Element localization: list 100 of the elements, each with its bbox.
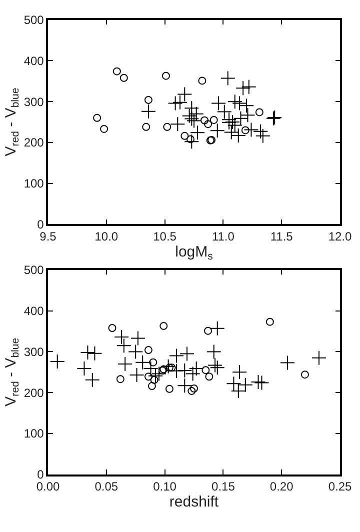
y-tick-label: 300 — [24, 344, 44, 359]
x-axis-title: logM$_{s}$ — [175, 243, 213, 263]
point — [144, 372, 152, 381]
y-tick-label: 0 — [37, 468, 44, 482]
point — [204, 120, 212, 128]
point — [93, 114, 102, 122]
x-tick-label: 0.15 — [212, 480, 236, 494]
y-tick-label: 500 — [24, 13, 44, 28]
point — [80, 345, 96, 360]
point — [204, 326, 212, 335]
point — [255, 128, 270, 144]
point — [200, 116, 209, 124]
point — [250, 374, 266, 390]
point — [144, 346, 152, 354]
point — [236, 80, 251, 96]
point — [84, 372, 100, 388]
x-tick-label: 10.0 — [94, 229, 118, 244]
point — [165, 384, 174, 393]
point — [116, 375, 124, 384]
x-tick-label: 12.0 — [328, 229, 352, 244]
point — [188, 386, 196, 395]
point — [254, 375, 270, 390]
point — [190, 125, 205, 140]
point — [163, 122, 172, 131]
point — [232, 96, 248, 111]
point — [168, 348, 184, 364]
y-tick-label: 500 — [24, 263, 44, 278]
point — [100, 124, 108, 133]
point — [162, 72, 170, 80]
y-tick-label: 200 — [24, 386, 44, 400]
point — [148, 382, 156, 390]
point — [177, 378, 192, 394]
point — [130, 330, 146, 346]
point — [188, 360, 204, 376]
point — [87, 346, 102, 361]
point — [114, 329, 130, 344]
point — [311, 350, 326, 366]
point — [177, 363, 192, 378]
point — [205, 372, 214, 381]
x-tick-label: 0.25 — [328, 480, 352, 494]
x-tick-label: 0.10 — [153, 480, 177, 494]
point — [177, 86, 192, 102]
point — [220, 70, 236, 86]
point — [240, 108, 256, 123]
point — [168, 96, 183, 111]
point — [225, 114, 240, 130]
point — [210, 320, 225, 336]
x-tick-label: 9.5 — [40, 229, 57, 244]
x-tick-label: 0.00 — [36, 480, 60, 494]
point — [165, 364, 174, 372]
point — [233, 110, 248, 126]
point — [210, 116, 218, 124]
point — [227, 94, 242, 110]
point — [266, 318, 274, 326]
point — [118, 356, 133, 372]
point — [150, 376, 158, 384]
point — [300, 370, 309, 379]
point — [232, 364, 248, 380]
point — [140, 104, 156, 119]
point — [112, 67, 121, 76]
point — [198, 76, 206, 85]
point — [253, 124, 268, 139]
point — [238, 377, 253, 392]
point — [128, 344, 144, 360]
point — [160, 322, 168, 330]
point — [108, 324, 116, 332]
point — [255, 108, 264, 116]
point — [149, 358, 158, 366]
point — [202, 366, 210, 374]
point — [280, 355, 295, 370]
x-tick-label: 11.5 — [270, 229, 294, 244]
y-tick-label: 400 — [24, 54, 44, 68]
point — [76, 360, 92, 376]
point — [144, 96, 152, 104]
point — [241, 79, 256, 94]
point — [170, 116, 186, 132]
x-tick-label: 11.0 — [212, 229, 235, 244]
point — [239, 98, 254, 114]
point — [120, 74, 128, 82]
y-tick-label: 200 — [24, 136, 44, 150]
y-tick-label: 100 — [24, 176, 44, 191]
point — [168, 364, 176, 372]
x-axis-title: redshift — [169, 494, 220, 511]
point — [210, 123, 225, 138]
point — [116, 338, 132, 354]
y-tick-label: 400 — [24, 304, 44, 318]
point — [186, 135, 194, 144]
point — [241, 126, 250, 134]
point — [244, 122, 259, 138]
point — [129, 368, 144, 382]
y-tick-label: 100 — [24, 426, 44, 441]
x-tick-label: 0.05 — [94, 480, 118, 494]
x-tick-label: 0.20 — [270, 480, 294, 494]
x-tick-label: 10.5 — [153, 229, 177, 244]
point — [182, 108, 197, 124]
point — [190, 384, 198, 392]
y-tick-label: 300 — [24, 94, 44, 109]
point — [50, 354, 65, 370]
point — [172, 94, 188, 110]
point — [185, 366, 200, 382]
